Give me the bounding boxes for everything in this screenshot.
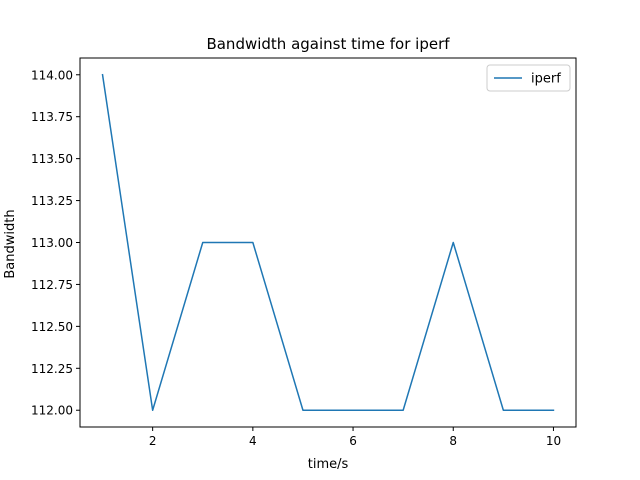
y-tick-label: 112.75 (31, 278, 73, 292)
chart-title: Bandwidth against time for iperf (206, 35, 450, 53)
y-tick-label: 112.50 (31, 320, 73, 334)
legend-box (486, 64, 571, 92)
x-tick-label: 6 (349, 434, 357, 448)
series-line-iperf (101, 73, 555, 411)
series-group (101, 73, 555, 411)
y-tick-label: 113.00 (31, 236, 73, 250)
x-tick-label: 10 (546, 434, 561, 448)
x-tick-label: 2 (149, 434, 157, 448)
y-tick-label: 112.00 (31, 404, 73, 418)
legend: iperf (486, 64, 571, 92)
y-tick-label: 113.25 (31, 194, 73, 208)
x-axis-label: time/s (308, 457, 349, 472)
legend-label-iperf: iperf (531, 72, 561, 87)
y-tick-label: 113.75 (31, 110, 73, 124)
x-tick-label: 4 (249, 434, 257, 448)
y-tick-label: 114.00 (31, 68, 73, 82)
x-axis-ticks: 2 4 6 8 10 (149, 427, 561, 448)
y-tick-label: 112.25 (31, 362, 73, 376)
y-tick-label: 113.50 (31, 152, 73, 166)
y-axis-ticks: 112.00 112.25 112.50 112.75 113.00 113.25 113.… (31, 68, 80, 418)
y-axis-label: Bandwidth (3, 209, 18, 278)
x-tick-label: 8 (449, 434, 457, 448)
plot-frame (79, 57, 577, 428)
